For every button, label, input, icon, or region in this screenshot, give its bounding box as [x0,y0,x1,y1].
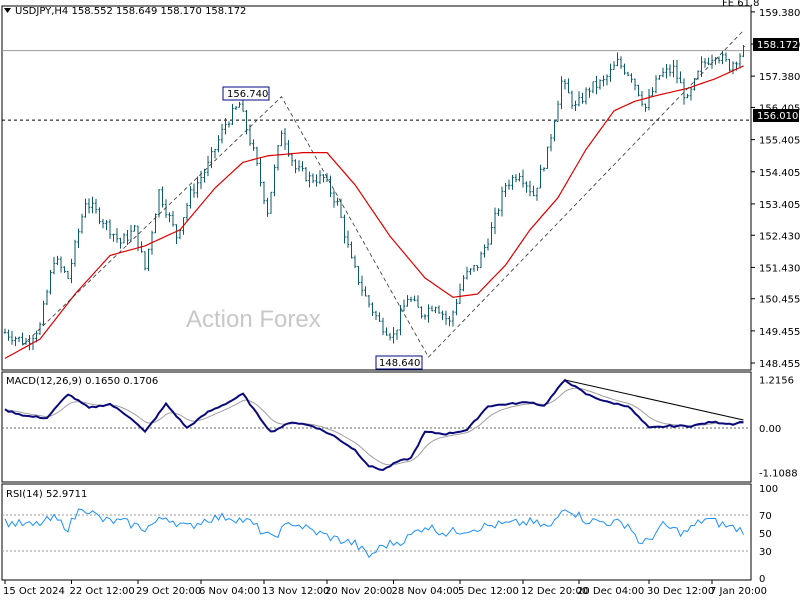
rsi-tick-label: 0 [759,574,765,585]
x-tick-label: 20 Dec 04:00 [577,586,644,597]
price-tick-label: 156.405 [759,103,800,114]
dropdown-triangle-icon[interactable] [4,8,11,13]
rsi-tick-label: 50 [759,529,772,540]
rsi-tick-label: 100 [759,484,778,495]
x-tick-label: 20 Nov 20:00 [325,586,392,597]
symbol-info: USDJPY,H4 158.552 158.649 158.170 158.17… [15,6,246,17]
x-tick-label: 29 Oct 20:00 [136,586,201,597]
x-tick-label: 7 Jan 20:00 [710,586,767,597]
price-tick-label: 155.405 [759,136,800,147]
macd-tick-label: -1.1088 [759,468,798,479]
moving-average-line [4,65,744,359]
rsi-series [2,508,751,559]
current-price-tag [753,38,799,51]
rsi-line [4,508,744,559]
price-tick-label: 150.455 [759,295,800,306]
x-tick-label: 28 Nov 04:00 [392,586,459,597]
rsi-panel [1,483,752,581]
macd-line [4,378,744,472]
price-tick-label: 152.430 [759,231,800,242]
macd-series [2,378,751,472]
x-tick-label: 6 Nov 04:00 [199,586,260,597]
current-price-label: 158.172 [757,40,798,51]
high-annotation: 156.740 [227,89,268,100]
macd-tick-label: 0.00 [759,424,781,435]
price-tick-label: 154.405 [759,168,800,179]
x-tick-label: 15 Oct 2024 [3,586,65,597]
level-tag-156010 [753,109,799,122]
main-panel [1,5,752,371]
watermark: Action Forex [186,306,321,333]
rsi-tick-label: 70 [759,511,772,522]
price-tick-label: 148.455 [759,359,800,370]
x-tick-label: 13 Nov 12:00 [262,586,329,597]
price-tick-label: 151.430 [759,263,800,274]
x-tick-label: 30 Dec 12:00 [647,586,714,597]
price-tick-label: 157.380 [759,72,800,83]
price-tick-label: 149.455 [759,327,800,338]
macd-divergence-line [564,379,744,421]
rsi-label: RSI(14) 52.9711 [6,489,87,500]
macd-signal-line [4,387,744,466]
macd-panel [1,371,752,483]
price-tick-label: 153.405 [759,200,800,211]
high-annotation-box [222,86,270,101]
x-tick-label: 22 Oct 12:00 [70,586,135,597]
rsi-tick-label: 30 [759,547,772,558]
fe-label: FE 61.8 [722,0,760,9]
macd-label: MACD(12,26,9) 0.1650 0.1706 [6,376,158,387]
low-annotation: 148.640 [379,358,420,369]
low-annotation-box [375,355,423,370]
price-series [2,30,751,359]
x-tick-label: 12 Dec 20:00 [521,586,588,597]
axis-labels: 159.380158.380157.380156.405155.405154.4… [3,8,800,597]
swing-zigzag [22,30,744,358]
macd-tick-label: 1.2156 [759,375,794,386]
level-label-156010: 156.010 [757,111,798,122]
x-tick-label: 5 Dec 12:00 [458,586,519,597]
price-tick-label: 159.380 [759,8,800,19]
